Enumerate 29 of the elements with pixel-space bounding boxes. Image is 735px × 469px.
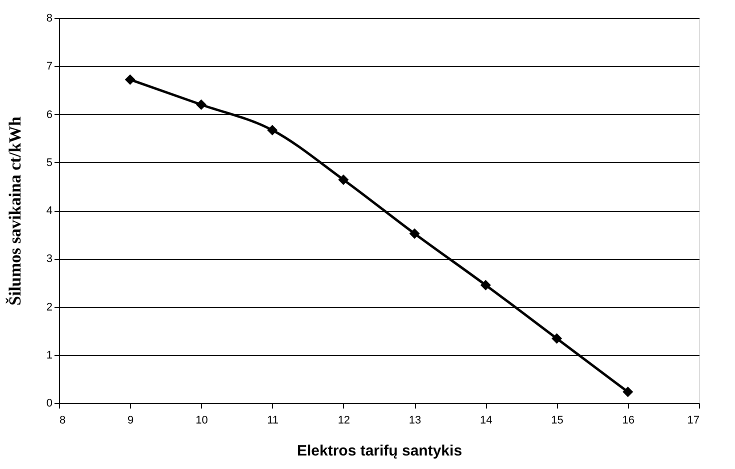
y-tick-label: 4 [46,205,52,217]
x-tick-label: 13 [408,414,422,426]
point [552,333,562,344]
point [267,124,278,136]
y-tick-label: 0 [46,398,52,410]
x-tick-label: 11 [267,414,279,426]
x-tick-label: 14 [480,414,492,426]
y-axis-title: Šilumos savikaina ct/kWh [5,116,24,306]
x-tick-label: 16 [622,414,635,426]
x-tick-label: 9 [128,414,134,426]
y-tick-label: 8 [46,12,52,24]
y-tick-label: 7 [46,60,52,73]
y-tick-label: 3 [46,253,52,266]
y-tick-label: 5 [46,156,52,169]
x-axis-title: Elektros tarifų santykis [296,442,462,460]
point [196,99,206,110]
point [124,74,136,85]
point [338,174,349,185]
point [409,228,420,239]
x-tick-label: 12 [338,414,350,426]
y-tick-label: 2 [46,301,52,314]
x-tick-label: 10 [196,414,208,426]
x-tick-label: 17 [687,414,700,426]
point [622,386,634,398]
point [480,280,491,290]
y-tick-label: 6 [46,108,52,121]
y-tick-label: 1 [46,349,52,362]
x-tick-label: 15 [551,414,564,426]
x-tick-label: 8 [60,414,66,426]
